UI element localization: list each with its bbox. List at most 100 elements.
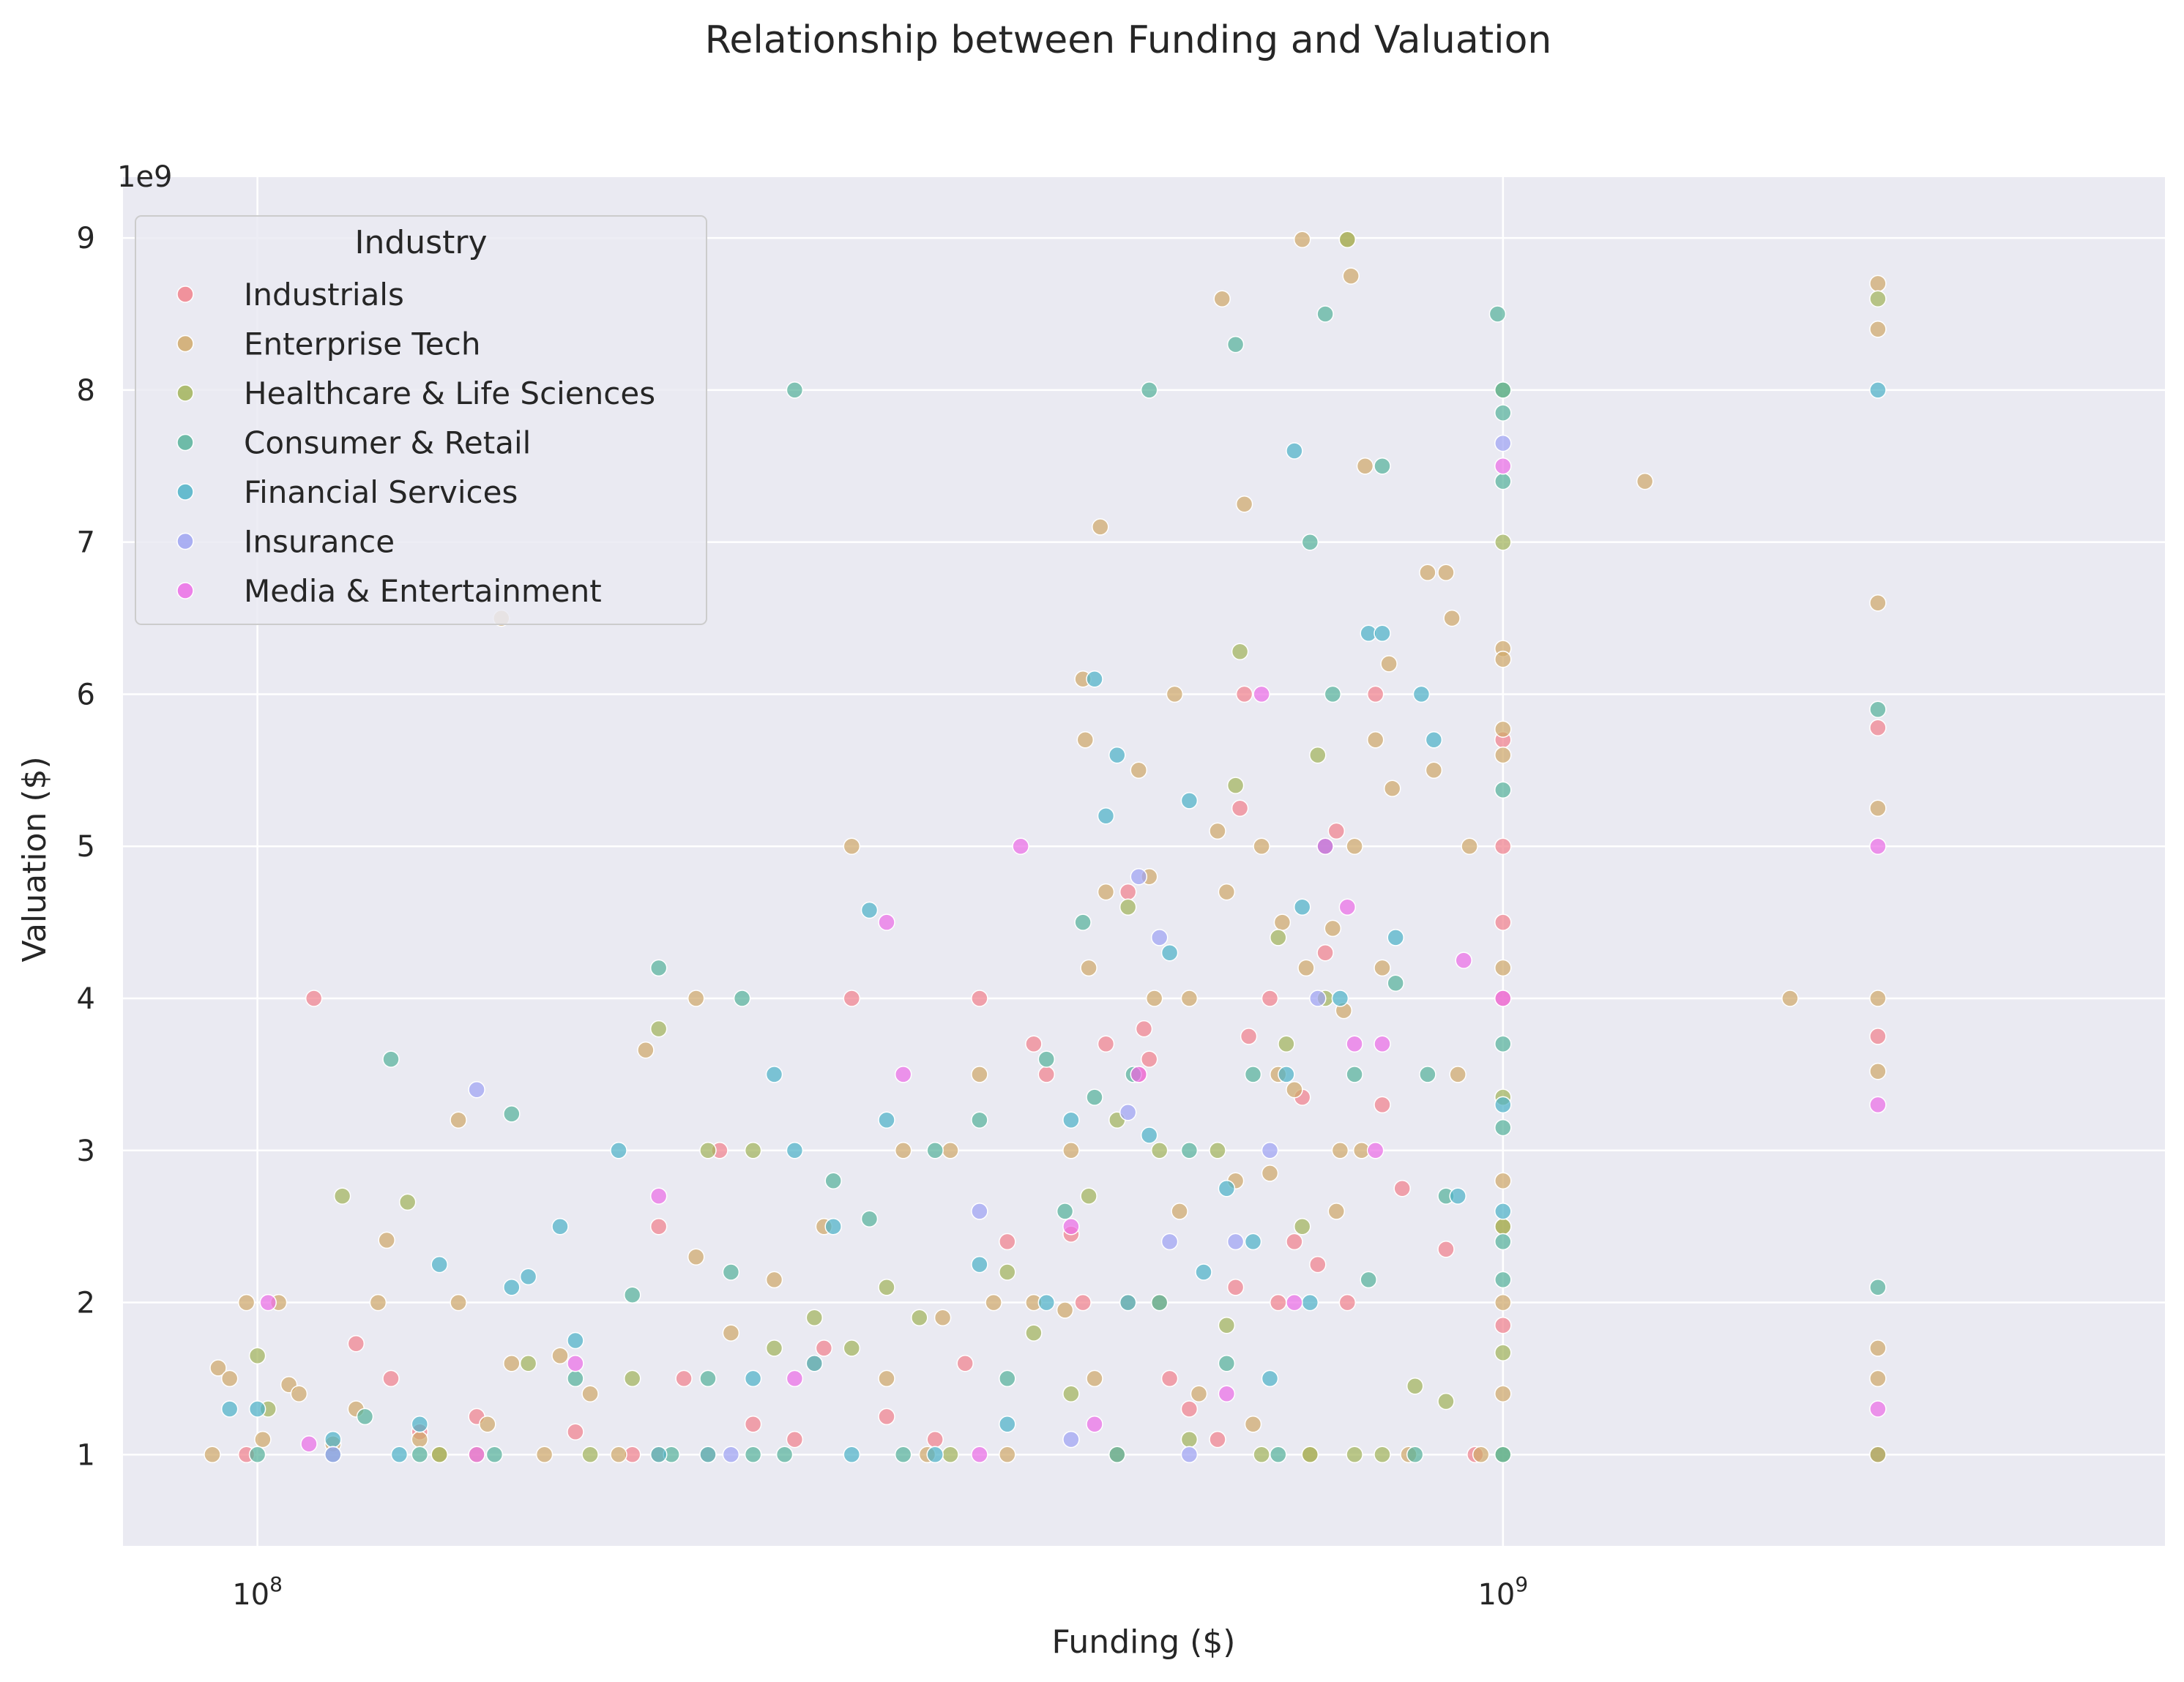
data-point [1286,1233,1303,1251]
data-point [744,1446,762,1464]
data-point [1869,1096,1887,1114]
data-point [985,1293,1002,1312]
data-point [649,1446,668,1464]
data-point [675,1369,693,1388]
data-point [1086,1369,1103,1388]
data-point [1062,1217,1080,1236]
data-point [687,1248,705,1266]
data-point [567,1369,584,1388]
legend-marker [176,334,194,353]
data-point [1108,746,1126,764]
data-point [1180,1446,1199,1464]
data-point [1346,1035,1363,1053]
data-point [382,1050,400,1068]
data-point [1119,883,1137,901]
data-point [1166,685,1184,703]
data-point [1097,807,1115,825]
data-point [1346,837,1363,855]
y-offset-label: 1e9 [117,160,173,194]
data-point [1270,929,1287,946]
data-point [1074,913,1092,931]
data-point [1869,274,1887,293]
data-point [999,1369,1016,1388]
data-point [1244,1233,1262,1251]
data-point [1494,837,1512,855]
data-point [1270,1293,1287,1312]
data-point [1366,685,1384,703]
data-point [1331,990,1349,1007]
y-tick-label: 4 [77,982,95,1016]
data-point [1037,1293,1056,1312]
data-point [649,1020,668,1038]
data-point [1273,913,1292,931]
data-point [1360,1271,1377,1289]
data-point [1108,1446,1126,1464]
data-point [1056,1301,1074,1319]
data-point [610,1142,627,1159]
data-point [1338,898,1357,916]
data-point [894,1066,912,1083]
data-point [1140,381,1158,399]
data-point [824,1217,842,1236]
data-point [1494,1344,1512,1361]
data-point [1135,1020,1153,1038]
y-axis-label: Valuation ($) [16,756,53,962]
data-point [1278,1035,1295,1053]
data-point [551,1347,569,1365]
data-point [567,1423,584,1440]
data-point [1494,1271,1512,1289]
data-point [1062,1111,1080,1129]
data-point [1869,1339,1887,1357]
data-point [1374,1446,1391,1464]
data-point [1494,746,1512,764]
data-point [699,1142,717,1159]
data-point [1301,533,1319,551]
data-point [1119,898,1137,916]
data-point [687,990,705,1007]
data-point [933,1309,952,1327]
data-point [1297,959,1315,977]
series-media-entertainment [259,457,1887,1464]
y-tick-label: 1 [77,1438,95,1472]
data-point [220,1369,239,1388]
data-point [894,1446,912,1464]
data-point [1331,1142,1349,1159]
data-point [843,837,861,855]
data-point [390,1446,409,1464]
data-point [942,1446,959,1464]
data-point [1461,837,1478,855]
data-point [786,381,804,399]
data-point [733,990,751,1007]
data-point [843,990,861,1007]
data-point [1406,1446,1424,1464]
data-point [248,1347,267,1365]
data-point [1140,1126,1158,1144]
data-point [1226,1233,1245,1251]
data-point [535,1446,554,1464]
data-point [1261,1165,1279,1182]
data-point [1195,1263,1212,1281]
data-point [1374,1035,1391,1053]
data-point [1235,495,1253,513]
data-point [623,1286,641,1304]
data-point [649,959,668,977]
data-point [1037,1066,1056,1083]
data-point [1119,1104,1137,1121]
data-point [1494,472,1512,490]
data-point [1327,1203,1346,1220]
data-point [254,1430,272,1449]
series-industrials [237,685,1887,1464]
data-point [1171,1203,1188,1220]
data-point [324,1446,342,1464]
data-point [1383,780,1401,798]
data-point [503,1279,521,1296]
data-point [1209,1430,1226,1449]
data-point [479,1416,496,1433]
data-point [1869,381,1887,399]
data-point [1150,1293,1169,1312]
data-point [1160,943,1179,962]
data-point [1080,959,1097,977]
data-point [1226,335,1245,354]
legend-box [135,215,707,625]
data-point [1218,1354,1236,1372]
